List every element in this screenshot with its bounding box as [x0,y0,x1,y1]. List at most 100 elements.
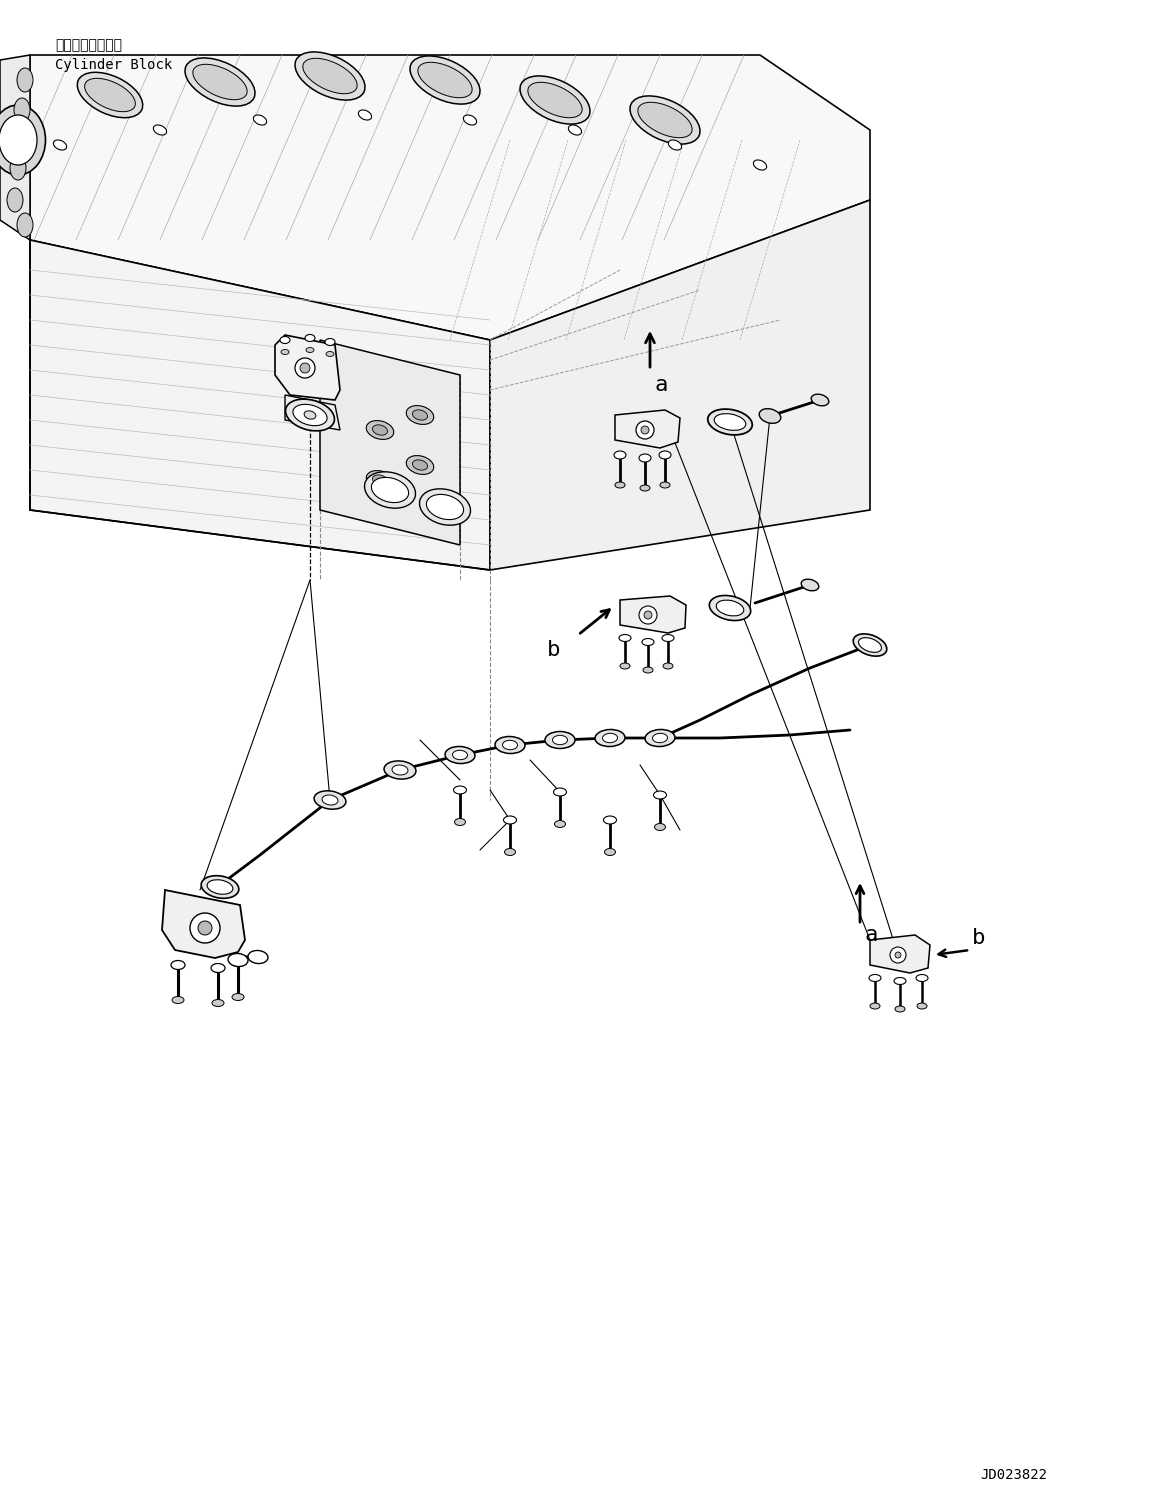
Ellipse shape [854,634,887,656]
Ellipse shape [185,58,255,106]
Ellipse shape [172,996,184,1003]
Ellipse shape [322,795,338,805]
Ellipse shape [10,157,26,180]
Ellipse shape [652,734,668,743]
Circle shape [636,420,654,438]
Ellipse shape [630,95,700,145]
Ellipse shape [248,950,267,963]
Ellipse shape [212,999,224,1006]
Ellipse shape [0,115,37,166]
Ellipse shape [858,638,882,653]
Ellipse shape [406,456,434,474]
Ellipse shape [413,459,428,470]
Ellipse shape [870,1003,880,1009]
Polygon shape [30,55,870,340]
Polygon shape [274,335,340,400]
Ellipse shape [554,789,566,796]
Ellipse shape [463,115,477,125]
Ellipse shape [384,760,416,780]
Ellipse shape [505,848,515,856]
Ellipse shape [452,750,468,760]
Ellipse shape [555,820,565,828]
Ellipse shape [801,579,819,590]
Ellipse shape [286,400,335,431]
Polygon shape [490,200,870,570]
Ellipse shape [669,140,682,151]
Ellipse shape [280,337,290,343]
Ellipse shape [411,57,480,104]
Ellipse shape [14,98,30,122]
Ellipse shape [604,816,616,825]
Ellipse shape [916,1003,927,1009]
Ellipse shape [708,409,752,435]
Ellipse shape [293,404,327,425]
Ellipse shape [495,737,525,753]
Ellipse shape [454,786,466,795]
Ellipse shape [302,58,357,94]
Ellipse shape [504,816,516,825]
Ellipse shape [445,747,475,763]
Ellipse shape [520,76,590,124]
Ellipse shape [811,394,829,406]
Ellipse shape [306,347,314,352]
Circle shape [300,362,311,373]
Ellipse shape [171,960,185,969]
Ellipse shape [614,450,626,459]
Circle shape [896,951,901,959]
Ellipse shape [7,188,23,212]
Ellipse shape [392,765,408,775]
Ellipse shape [645,729,675,747]
Circle shape [198,921,212,935]
Ellipse shape [366,471,394,489]
Ellipse shape [418,63,472,98]
Polygon shape [320,340,461,546]
Circle shape [890,947,906,963]
Ellipse shape [193,64,248,100]
Ellipse shape [869,975,882,981]
Ellipse shape [655,823,665,830]
Ellipse shape [528,82,583,118]
Circle shape [190,912,220,942]
Polygon shape [30,240,490,570]
Ellipse shape [620,663,630,669]
Ellipse shape [295,52,365,100]
Ellipse shape [642,638,654,646]
Circle shape [641,426,649,434]
Ellipse shape [372,474,387,485]
Ellipse shape [569,125,582,136]
Ellipse shape [85,79,135,112]
Ellipse shape [714,413,745,431]
Ellipse shape [502,741,518,750]
Ellipse shape [427,495,464,519]
Ellipse shape [304,412,316,419]
Ellipse shape [364,471,415,508]
Ellipse shape [615,482,625,488]
Ellipse shape [663,663,673,669]
Text: JD023822: JD023822 [980,1469,1047,1482]
Text: b: b [972,927,985,948]
Ellipse shape [324,338,335,346]
Ellipse shape [413,410,428,420]
Polygon shape [285,395,340,429]
Ellipse shape [595,729,625,747]
Ellipse shape [894,978,906,984]
Ellipse shape [281,349,288,355]
Ellipse shape [605,848,615,856]
Circle shape [638,605,657,625]
Ellipse shape [552,735,568,744]
Ellipse shape [358,110,372,121]
Ellipse shape [759,409,780,423]
Ellipse shape [201,875,238,898]
Ellipse shape [659,450,671,459]
Ellipse shape [455,819,465,826]
Ellipse shape [254,115,266,125]
Ellipse shape [638,453,651,462]
Ellipse shape [716,599,744,616]
Ellipse shape [211,963,224,972]
Ellipse shape [420,489,471,525]
Text: a: a [655,376,669,395]
Ellipse shape [754,160,766,170]
Ellipse shape [77,72,143,118]
Ellipse shape [896,1006,905,1012]
Ellipse shape [326,352,334,356]
